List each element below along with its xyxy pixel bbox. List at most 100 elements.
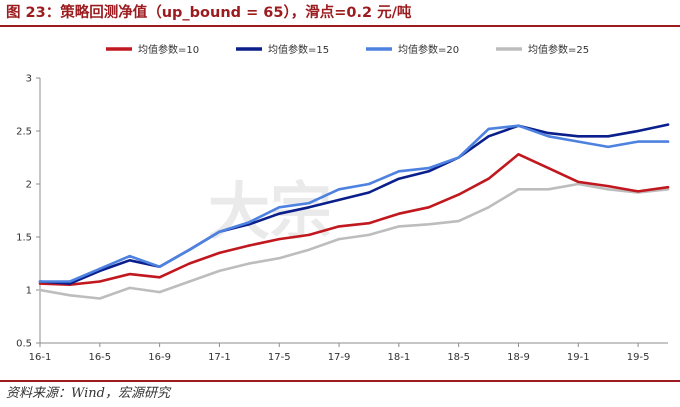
x-tick-label: 18-1 [388, 352, 411, 363]
x-tick-label: 16-5 [88, 352, 111, 363]
series-3-point [188, 248, 191, 251]
series-1-point [307, 233, 311, 237]
x-tick-label: 17-1 [208, 352, 231, 363]
x-tick-label: 19-1 [567, 352, 590, 363]
series-4-point [337, 237, 341, 241]
series-1-point [427, 206, 430, 209]
series-1-point [218, 251, 221, 255]
legend-label: 均值参数=10 [138, 43, 199, 56]
plot-area [38, 123, 670, 300]
series-4-point [666, 188, 670, 191]
series-3-point [577, 140, 580, 143]
series-1-point [457, 193, 460, 196]
series-4-point [68, 294, 72, 297]
series-3-point [636, 140, 640, 143]
series-4-point [248, 262, 251, 265]
series-4-point [397, 225, 401, 228]
series-1-point [577, 180, 580, 184]
series-2-point [666, 123, 670, 126]
series-4-point [278, 257, 281, 260]
series-3-point [128, 254, 131, 258]
series-3-point [547, 135, 550, 138]
series-1-point [607, 184, 610, 188]
series-4-point [547, 188, 550, 191]
series-3-point [367, 182, 371, 186]
chart-title: 图 23：策略回测净值（up_bound = 65），滑点=0.2 元/吨 [6, 5, 412, 21]
series-1-point [397, 212, 401, 215]
series-4-point [427, 223, 430, 226]
series-3-point [278, 206, 281, 209]
series-3-point [427, 166, 430, 170]
series-4-point [128, 286, 131, 290]
series-1-point [636, 190, 640, 193]
title-underline [0, 25, 680, 27]
series-3-point [337, 188, 341, 191]
series-2-point [128, 259, 131, 262]
x-tick-label: 16-9 [148, 352, 171, 363]
series-1-point [487, 177, 490, 180]
series-1-point [367, 222, 371, 225]
series-line-2 [38, 123, 670, 285]
series-3-point [487, 127, 490, 131]
series-2-point [397, 177, 401, 180]
series-1-point [188, 262, 191, 265]
series-4-point [517, 188, 520, 191]
series-2-point [337, 198, 341, 202]
series-3-point [68, 280, 72, 283]
series-4-point [188, 280, 191, 283]
series-2-point [367, 191, 371, 194]
x-tick-label: 18-5 [447, 352, 470, 363]
y-tick-label: 2 [26, 180, 32, 191]
legend-label: 均值参数=20 [398, 43, 459, 56]
series-3-point [98, 267, 102, 270]
series-1-point [547, 166, 550, 170]
x-tick-label: 17-5 [268, 352, 291, 363]
series-3-point [158, 265, 161, 268]
y-tick-label: 0.5 [16, 339, 32, 350]
series-2-point [487, 135, 490, 138]
series-2-point [547, 131, 550, 135]
y-tick-label: 2.5 [16, 127, 32, 138]
x-tick-label: 16-1 [29, 352, 52, 363]
x-tick-label: 18-9 [507, 352, 530, 363]
series-3-point [517, 124, 520, 127]
series-4-point [607, 188, 610, 191]
series-1-point [278, 237, 281, 241]
footer-rule [0, 380, 680, 382]
series-3-point [248, 221, 251, 224]
series-4-point [307, 248, 311, 251]
series-4-point [158, 290, 161, 294]
series-1-point [98, 280, 102, 283]
series-2-point [607, 135, 610, 138]
chart-axes: 0.5 1 1.5 2 2.5 3 16-1 16-5 16-9 17-1 17-5 17-9 18-1… [16, 74, 668, 363]
legend-label: 均值参数=15 [268, 43, 329, 56]
series-line-3 [38, 124, 670, 283]
series-line-1 [38, 153, 670, 287]
series-2-point [636, 129, 640, 133]
x-tick-label: 17-9 [328, 352, 351, 363]
series-1-point [517, 153, 520, 156]
series-4-point [98, 297, 102, 300]
chart-legend: 均值参数=10 均值参数=15 均值参数=20 均值参数=25 [106, 43, 589, 56]
series-2-point [68, 282, 72, 285]
y-tick-label: 1.5 [16, 233, 32, 244]
series-4-point [218, 269, 221, 273]
series-2-point [278, 212, 281, 215]
series-2-point [307, 206, 311, 209]
series-3-point [307, 201, 311, 205]
series-1-point [248, 244, 251, 247]
series-4-point [367, 233, 371, 237]
series-1-point [128, 272, 131, 276]
y-tick-label: 3 [26, 74, 32, 85]
series-1-point [666, 186, 670, 189]
series-2-point [577, 135, 580, 138]
series-3-point [218, 230, 221, 233]
series-4-point [457, 219, 460, 223]
source-note: 资料来源：Wind，宏源研究 [6, 386, 170, 401]
y-tick-label: 1 [26, 286, 32, 297]
series-4-point [487, 206, 490, 209]
series-3-point [607, 145, 610, 149]
series-3-point [457, 156, 460, 159]
series-4-point [577, 182, 580, 186]
x-tick-label: 19-5 [627, 352, 650, 363]
